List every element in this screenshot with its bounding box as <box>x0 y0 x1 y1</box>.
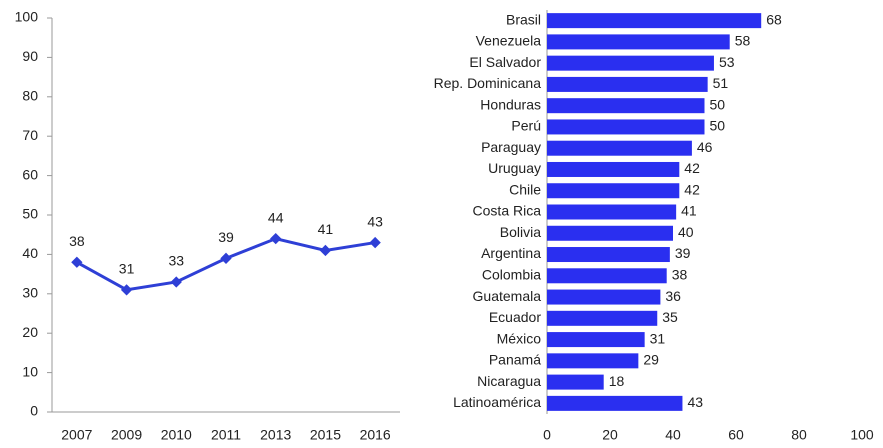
bar <box>547 289 661 305</box>
bar <box>547 247 670 263</box>
x-tick-label: 2009 <box>111 427 142 443</box>
bar <box>547 204 677 220</box>
y-tick-label: 10 <box>22 363 38 379</box>
bar <box>547 76 708 92</box>
y-tick-label: Brasil <box>506 11 541 27</box>
value-label: 53 <box>719 54 735 70</box>
y-tick-label: Rep. Dominicana <box>434 75 542 91</box>
value-label: 44 <box>268 209 284 225</box>
marker <box>369 236 381 249</box>
value-label: 51 <box>713 75 729 91</box>
value-label: 18 <box>609 373 625 389</box>
value-label: 50 <box>710 118 726 134</box>
x-tick-label: 0 <box>543 427 551 443</box>
bar <box>547 183 680 199</box>
marker <box>270 232 282 245</box>
y-tick-label: 0 <box>30 403 38 419</box>
x-tick-label: 2015 <box>310 427 341 443</box>
value-label: 46 <box>697 139 713 155</box>
y-tick-label: El Salvador <box>469 54 541 70</box>
value-label: 68 <box>766 11 782 27</box>
bar <box>547 225 673 241</box>
y-tick-label: 40 <box>22 245 38 261</box>
bar <box>547 395 683 411</box>
x-tick-label: 60 <box>728 427 744 443</box>
x-tick-label: 2007 <box>61 427 92 443</box>
value-label: 41 <box>681 203 697 219</box>
value-label: 43 <box>687 394 703 410</box>
value-label: 31 <box>650 330 666 346</box>
x-tick-label: 40 <box>665 427 681 443</box>
bar <box>547 34 730 50</box>
bar <box>547 119 705 135</box>
bar <box>547 268 667 284</box>
bar <box>547 374 604 390</box>
x-tick-label: 100 <box>850 427 874 443</box>
y-tick-label: Panamá <box>489 352 541 368</box>
y-tick-label: Honduras <box>480 96 541 112</box>
y-tick-label: Nicaragua <box>477 373 541 389</box>
bar <box>547 310 658 326</box>
bar <box>547 98 705 114</box>
y-tick-label: Ecuador <box>489 309 541 325</box>
y-tick-label: Latinoamérica <box>453 394 541 410</box>
x-tick-label: 20 <box>602 427 618 443</box>
y-tick-label: México <box>497 330 542 346</box>
bar <box>547 161 680 177</box>
y-tick-label: 80 <box>22 88 38 104</box>
value-label: 38 <box>672 266 688 282</box>
y-tick-label: Argentina <box>481 245 541 261</box>
value-label: 33 <box>168 253 184 269</box>
bar <box>547 140 692 156</box>
y-tick-label: Paraguay <box>481 139 541 155</box>
value-label: 42 <box>684 160 700 176</box>
y-tick-label: 70 <box>22 127 38 143</box>
value-label: 50 <box>710 96 726 112</box>
value-label: 39 <box>675 245 691 261</box>
x-tick-label: 2013 <box>260 427 291 443</box>
y-tick-label: 60 <box>22 166 38 182</box>
y-tick-label: Costa Rica <box>473 203 542 219</box>
bar <box>547 13 762 29</box>
value-label: 35 <box>662 309 678 325</box>
marker <box>71 256 83 268</box>
y-tick-label: Guatemala <box>473 288 542 304</box>
y-tick-label: 20 <box>22 324 38 340</box>
y-tick-label: Perú <box>511 118 541 134</box>
bar <box>547 353 639 369</box>
y-tick-label: 100 <box>15 9 39 25</box>
value-label: 43 <box>367 213 383 229</box>
value-label: 36 <box>665 288 681 304</box>
value-label: 58 <box>735 33 751 49</box>
value-label: 42 <box>684 181 700 197</box>
x-tick-label: 2016 <box>360 427 391 443</box>
y-tick-label: Venezuela <box>476 33 542 49</box>
value-label: 38 <box>69 233 85 249</box>
value-label: 40 <box>678 224 694 240</box>
marker <box>319 244 332 257</box>
y-tick-label: Colombia <box>482 266 541 282</box>
value-label: 29 <box>643 352 659 368</box>
bar <box>547 55 714 71</box>
bar <box>547 332 645 348</box>
x-tick-label: 2011 <box>211 427 241 443</box>
y-tick-label: Uruguay <box>488 160 541 176</box>
x-tick-label: 80 <box>791 427 807 443</box>
marker <box>120 284 133 296</box>
value-label: 41 <box>318 221 334 237</box>
y-tick-label: 50 <box>22 206 38 222</box>
y-tick-label: Bolivia <box>500 224 541 240</box>
x-tick-label: 2010 <box>161 427 192 443</box>
value-label: 39 <box>218 229 234 245</box>
y-tick-label: 90 <box>22 48 38 64</box>
marker <box>170 276 182 288</box>
value-label: 31 <box>119 261 135 277</box>
marker <box>220 252 232 264</box>
y-tick-label: 30 <box>22 285 38 301</box>
y-tick-label: Chile <box>509 181 541 197</box>
